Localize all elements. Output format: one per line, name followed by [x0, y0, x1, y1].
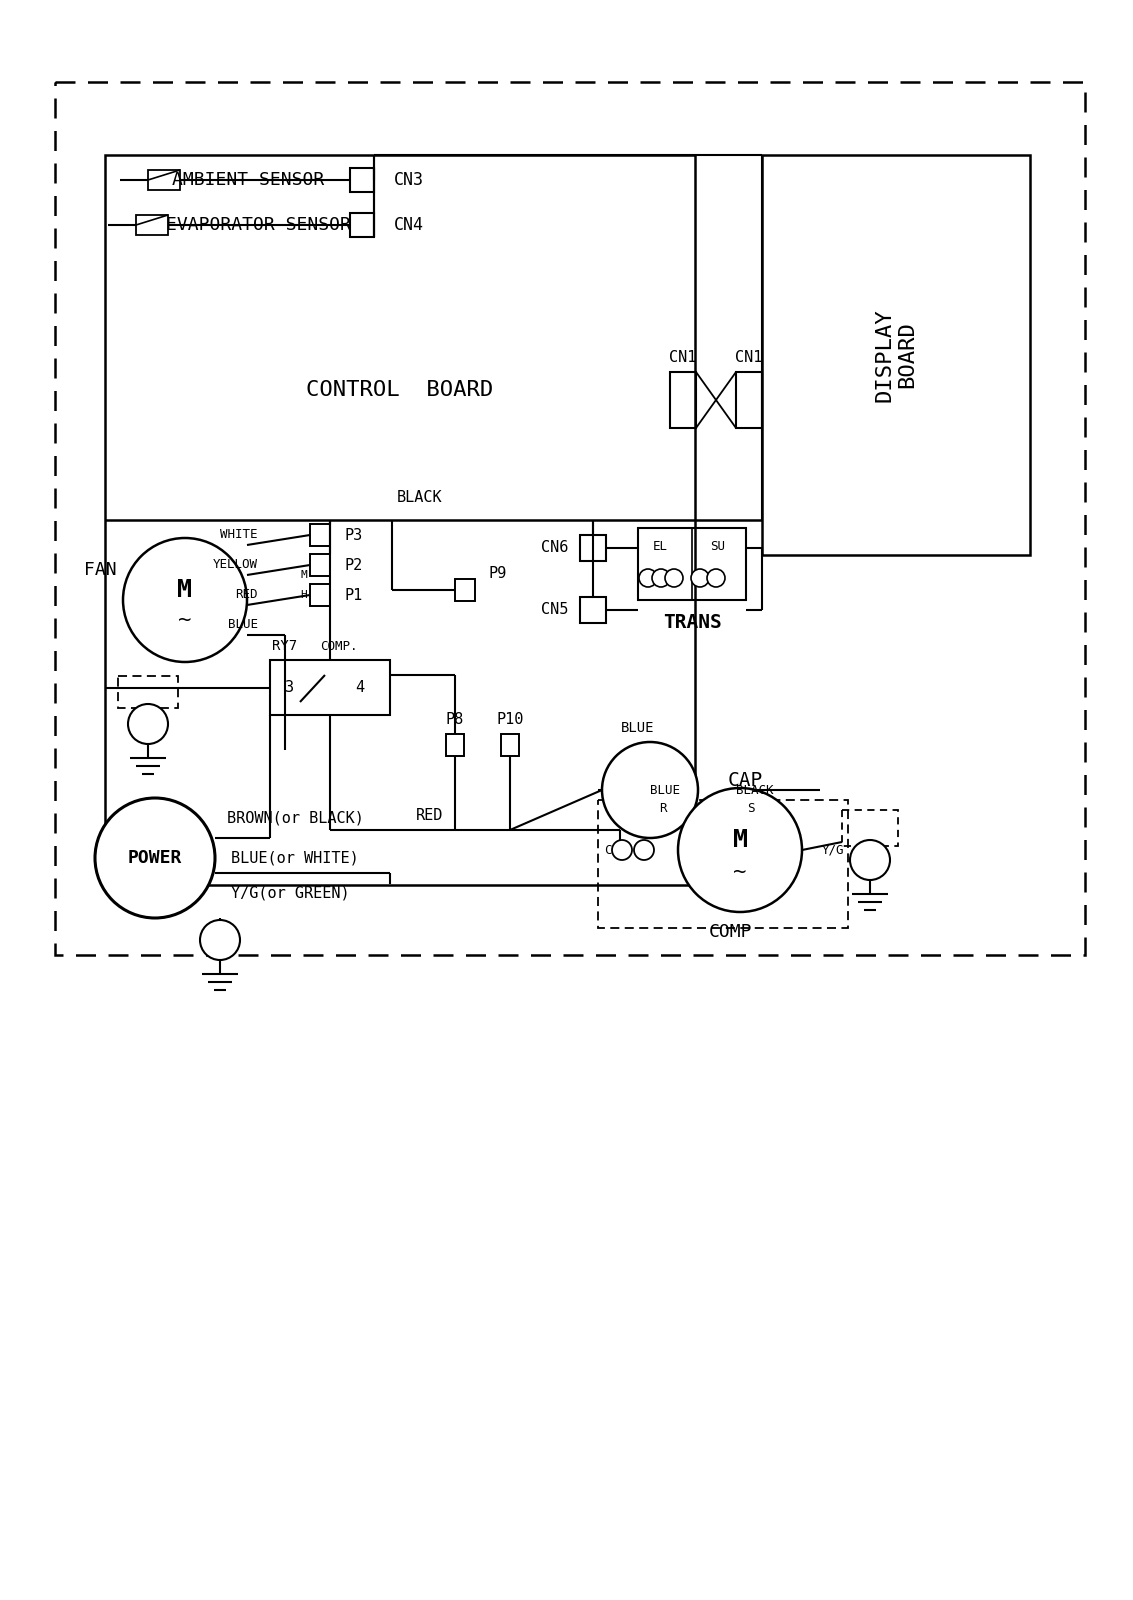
- Text: P8: P8: [446, 712, 465, 728]
- Bar: [56, 82, 1085, 955]
- Text: 3: 3: [286, 680, 295, 696]
- Text: P2: P2: [344, 557, 363, 573]
- Circle shape: [95, 798, 215, 918]
- Text: P10: P10: [496, 712, 523, 728]
- Bar: [310, 584, 330, 606]
- Text: CN4: CN4: [394, 216, 424, 234]
- Bar: [670, 371, 696, 427]
- Text: BLACK: BLACK: [398, 491, 443, 506]
- Circle shape: [602, 742, 698, 838]
- Text: BROWN(or BLACK): BROWN(or BLACK): [227, 811, 364, 826]
- Text: DISPLAY
BOARD: DISPLAY BOARD: [875, 309, 918, 402]
- Text: RY7: RY7: [272, 638, 297, 653]
- Bar: [763, 155, 1030, 555]
- Text: M: M: [733, 829, 748, 851]
- Text: BLACK: BLACK: [736, 784, 774, 797]
- Text: CONTROL  BOARD: CONTROL BOARD: [306, 379, 494, 400]
- Circle shape: [850, 840, 891, 880]
- Text: CN6: CN6: [540, 541, 568, 555]
- Text: SU: SU: [710, 539, 725, 552]
- Bar: [136, 214, 168, 235]
- Text: YELLOW: YELLOW: [213, 558, 258, 571]
- Text: CN1: CN1: [670, 350, 697, 365]
- Circle shape: [651, 570, 670, 587]
- Bar: [736, 371, 763, 427]
- Text: COMP: COMP: [708, 923, 752, 941]
- Bar: [270, 659, 390, 715]
- Text: 4: 4: [356, 680, 365, 696]
- Text: POWER: POWER: [128, 850, 182, 867]
- Circle shape: [634, 840, 654, 861]
- Text: ~: ~: [178, 610, 191, 630]
- Text: BLUE(or WHITE): BLUE(or WHITE): [231, 851, 359, 866]
- Text: COMP.: COMP.: [320, 640, 358, 653]
- Text: CN3: CN3: [394, 171, 424, 189]
- Bar: [638, 528, 746, 600]
- Text: S: S: [748, 802, 755, 814]
- Bar: [580, 534, 606, 562]
- Text: EVAPORATOR SENSOR: EVAPORATOR SENSOR: [165, 216, 350, 234]
- Text: P1: P1: [344, 587, 363, 603]
- Text: CN5: CN5: [540, 603, 568, 618]
- Bar: [118, 675, 178, 707]
- Bar: [842, 810, 898, 846]
- Text: RED: RED: [416, 808, 444, 824]
- Text: CN1: CN1: [735, 350, 763, 365]
- Bar: [350, 213, 374, 237]
- Circle shape: [128, 704, 168, 744]
- Text: P9: P9: [489, 566, 508, 581]
- Text: ~: ~: [733, 862, 747, 882]
- Text: P3: P3: [344, 528, 363, 542]
- Bar: [598, 800, 847, 928]
- Text: Y/G(or GREEN): Y/G(or GREEN): [231, 885, 349, 901]
- Circle shape: [612, 840, 632, 861]
- Bar: [455, 579, 475, 602]
- Text: M: M: [300, 570, 307, 579]
- Circle shape: [123, 538, 247, 662]
- Bar: [580, 597, 606, 622]
- Text: WHITE: WHITE: [221, 528, 258, 541]
- Circle shape: [691, 570, 709, 587]
- Circle shape: [201, 920, 240, 960]
- Bar: [446, 734, 465, 757]
- Text: AMBIENT SENSOR: AMBIENT SENSOR: [172, 171, 324, 189]
- Bar: [501, 734, 519, 757]
- Text: RED: RED: [236, 589, 258, 602]
- Text: TRANS: TRANS: [663, 613, 722, 632]
- Circle shape: [707, 570, 725, 587]
- Bar: [350, 168, 374, 192]
- Bar: [310, 525, 330, 546]
- Text: EL: EL: [653, 539, 667, 552]
- Bar: [148, 170, 180, 190]
- Text: BLUE: BLUE: [228, 619, 258, 632]
- Text: H: H: [300, 590, 307, 600]
- Circle shape: [665, 570, 683, 587]
- Circle shape: [678, 787, 802, 912]
- Text: C: C: [604, 843, 612, 856]
- Bar: [310, 554, 330, 576]
- Text: BLUE: BLUE: [621, 722, 655, 734]
- Text: CAP: CAP: [729, 771, 764, 789]
- Circle shape: [639, 570, 657, 587]
- Text: Y/G: Y/G: [823, 843, 844, 856]
- Text: R: R: [659, 802, 666, 814]
- Bar: [105, 155, 695, 885]
- Text: M: M: [178, 578, 193, 602]
- Text: FAN: FAN: [84, 562, 117, 579]
- Text: BLUE: BLUE: [650, 784, 680, 797]
